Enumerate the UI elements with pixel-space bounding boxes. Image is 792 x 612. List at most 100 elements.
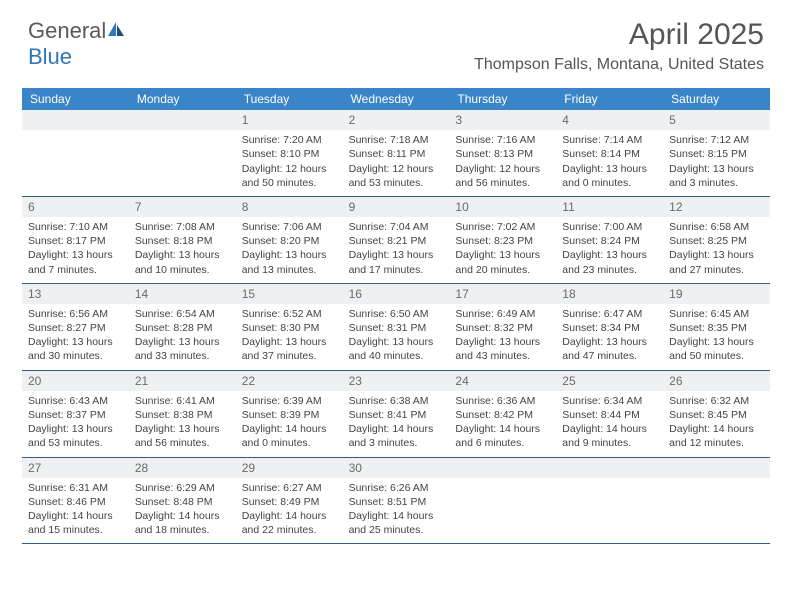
day-of-week-cell: Thursday xyxy=(449,88,556,110)
daylight-line: Daylight: 13 hours and 17 minutes. xyxy=(349,248,444,276)
sunset-line: Sunset: 8:21 PM xyxy=(349,234,444,248)
daylight-line: Daylight: 13 hours and 37 minutes. xyxy=(242,335,337,363)
sunrise-line: Sunrise: 6:56 AM xyxy=(28,307,123,321)
sunset-line: Sunset: 8:35 PM xyxy=(669,321,764,335)
day-number-empty xyxy=(663,458,770,478)
day-number: 3 xyxy=(449,110,556,130)
sunset-line: Sunset: 8:13 PM xyxy=(455,147,550,161)
daylight-line: Daylight: 13 hours and 33 minutes. xyxy=(135,335,230,363)
week-row: 6Sunrise: 7:10 AMSunset: 8:17 PMDaylight… xyxy=(22,197,770,284)
daylight-line: Daylight: 13 hours and 20 minutes. xyxy=(455,248,550,276)
day-cell: 14Sunrise: 6:54 AMSunset: 8:28 PMDayligh… xyxy=(129,284,236,370)
sunrise-line: Sunrise: 6:36 AM xyxy=(455,394,550,408)
day-cell: 16Sunrise: 6:50 AMSunset: 8:31 PMDayligh… xyxy=(343,284,450,370)
day-number: 10 xyxy=(449,197,556,217)
sunrise-line: Sunrise: 6:43 AM xyxy=(28,394,123,408)
day-cell: 4 Sunrise: 7:14 AMSunset: 8:14 PMDaylight… xyxy=(556,110,663,196)
sunrise-line: Sunrise: 7:14 AM xyxy=(562,133,657,147)
daylight-line: Daylight: 13 hours and 0 minutes. xyxy=(562,162,657,190)
sunrise-line: Sunrise: 6:49 AM xyxy=(455,307,550,321)
sunrise-line: Sunrise: 7:20 AM xyxy=(242,133,337,147)
week-row: 20Sunrise: 6:43 AMSunset: 8:37 PMDayligh… xyxy=(22,371,770,458)
day-number: 28 xyxy=(129,458,236,478)
day-cell-empty xyxy=(663,458,770,544)
calendar: SundayMondayTuesdayWednesdayThursdayFrid… xyxy=(22,88,770,544)
day-number: 22 xyxy=(236,371,343,391)
sunrise-line: Sunrise: 6:38 AM xyxy=(349,394,444,408)
sunrise-line: Sunrise: 7:00 AM xyxy=(562,220,657,234)
day-number: 4 xyxy=(556,110,663,130)
daylight-line: Daylight: 14 hours and 6 minutes. xyxy=(455,422,550,450)
logo-text: GeneralBlue xyxy=(28,18,126,70)
sunrise-line: Sunrise: 7:10 AM xyxy=(28,220,123,234)
location: Thompson Falls, Montana, United States xyxy=(474,56,764,74)
logo-part1: General xyxy=(28,18,106,43)
daylight-line: Daylight: 13 hours and 53 minutes. xyxy=(28,422,123,450)
sunset-line: Sunset: 8:11 PM xyxy=(349,147,444,161)
day-number: 15 xyxy=(236,284,343,304)
sunset-line: Sunset: 8:38 PM xyxy=(135,408,230,422)
sunset-line: Sunset: 8:49 PM xyxy=(242,495,337,509)
sunset-line: Sunset: 8:24 PM xyxy=(562,234,657,248)
sunset-line: Sunset: 8:51 PM xyxy=(349,495,444,509)
daylight-line: Daylight: 14 hours and 25 minutes. xyxy=(349,509,444,537)
daylight-line: Daylight: 14 hours and 12 minutes. xyxy=(669,422,764,450)
day-number-empty xyxy=(449,458,556,478)
day-of-week-cell: Tuesday xyxy=(236,88,343,110)
day-cell-empty xyxy=(129,110,236,196)
day-number-empty xyxy=(129,110,236,130)
sunrise-line: Sunrise: 6:45 AM xyxy=(669,307,764,321)
daylight-line: Daylight: 14 hours and 9 minutes. xyxy=(562,422,657,450)
daylight-line: Daylight: 13 hours and 47 minutes. xyxy=(562,335,657,363)
day-number: 5 xyxy=(663,110,770,130)
day-of-week-cell: Sunday xyxy=(22,88,129,110)
sunrise-line: Sunrise: 7:02 AM xyxy=(455,220,550,234)
day-number-empty xyxy=(22,110,129,130)
day-cell: 24Sunrise: 6:36 AMSunset: 8:42 PMDayligh… xyxy=(449,371,556,457)
sunset-line: Sunset: 8:17 PM xyxy=(28,234,123,248)
day-cell: 9Sunrise: 7:04 AMSunset: 8:21 PMDaylight… xyxy=(343,197,450,283)
logo: GeneralBlue xyxy=(28,18,126,70)
daylight-line: Daylight: 14 hours and 15 minutes. xyxy=(28,509,123,537)
day-number: 9 xyxy=(343,197,450,217)
day-number: 24 xyxy=(449,371,556,391)
week-row: 27Sunrise: 6:31 AMSunset: 8:46 PMDayligh… xyxy=(22,458,770,545)
day-number: 14 xyxy=(129,284,236,304)
daylight-line: Daylight: 12 hours and 53 minutes. xyxy=(349,162,444,190)
day-cell: 22Sunrise: 6:39 AMSunset: 8:39 PMDayligh… xyxy=(236,371,343,457)
sunrise-line: Sunrise: 7:16 AM xyxy=(455,133,550,147)
sunset-line: Sunset: 8:48 PM xyxy=(135,495,230,509)
day-number: 18 xyxy=(556,284,663,304)
day-cell: 21Sunrise: 6:41 AMSunset: 8:38 PMDayligh… xyxy=(129,371,236,457)
sunset-line: Sunset: 8:30 PM xyxy=(242,321,337,335)
sunrise-line: Sunrise: 6:31 AM xyxy=(28,481,123,495)
day-number: 21 xyxy=(129,371,236,391)
month-title: April 2025 xyxy=(474,18,764,52)
day-of-week-cell: Saturday xyxy=(663,88,770,110)
day-of-week-cell: Friday xyxy=(556,88,663,110)
daylight-line: Daylight: 13 hours and 27 minutes. xyxy=(669,248,764,276)
day-cell: 7Sunrise: 7:08 AMSunset: 8:18 PMDaylight… xyxy=(129,197,236,283)
sunset-line: Sunset: 8:14 PM xyxy=(562,147,657,161)
daylight-line: Daylight: 14 hours and 22 minutes. xyxy=(242,509,337,537)
daylight-line: Daylight: 13 hours and 7 minutes. xyxy=(28,248,123,276)
day-number: 6 xyxy=(22,197,129,217)
day-number: 8 xyxy=(236,197,343,217)
day-cell: 20Sunrise: 6:43 AMSunset: 8:37 PMDayligh… xyxy=(22,371,129,457)
day-cell: 19Sunrise: 6:45 AMSunset: 8:35 PMDayligh… xyxy=(663,284,770,370)
sunrise-line: Sunrise: 7:12 AM xyxy=(669,133,764,147)
sunset-line: Sunset: 8:44 PM xyxy=(562,408,657,422)
day-number: 26 xyxy=(663,371,770,391)
sunrise-line: Sunrise: 7:06 AM xyxy=(242,220,337,234)
daylight-line: Daylight: 12 hours and 56 minutes. xyxy=(455,162,550,190)
sunset-line: Sunset: 8:15 PM xyxy=(669,147,764,161)
day-number: 27 xyxy=(22,458,129,478)
sunrise-line: Sunrise: 6:41 AM xyxy=(135,394,230,408)
day-cell: 3 Sunrise: 7:16 AMSunset: 8:13 PMDaylight… xyxy=(449,110,556,196)
day-number: 2 xyxy=(343,110,450,130)
sunset-line: Sunset: 8:32 PM xyxy=(455,321,550,335)
sunrise-line: Sunrise: 6:26 AM xyxy=(349,481,444,495)
day-cell-empty xyxy=(556,458,663,544)
day-number: 11 xyxy=(556,197,663,217)
sunset-line: Sunset: 8:23 PM xyxy=(455,234,550,248)
